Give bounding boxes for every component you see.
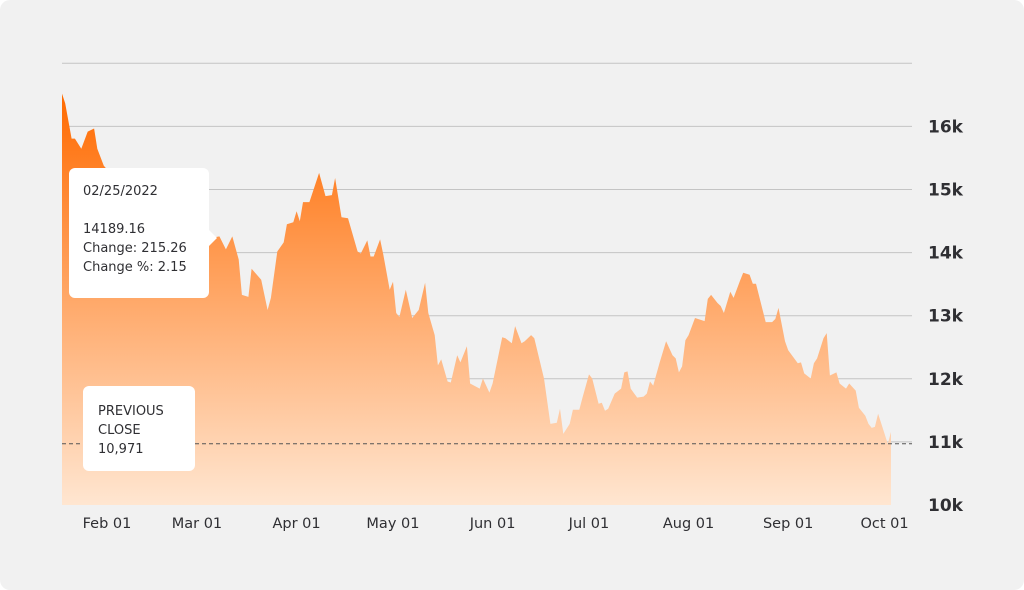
tooltip-value: 14189.16 — [83, 222, 146, 237]
x-tick-label: Mar 01 — [172, 516, 222, 532]
x-tick-label: May 01 — [366, 516, 419, 532]
tooltip-change-pct: Change %: 2.15 — [83, 260, 187, 275]
hover-tooltip: 02/25/2022 14189.16 Change: 215.26 Chang… — [69, 168, 217, 298]
x-tick-label: Jul 01 — [568, 516, 610, 532]
y-tick-label: 12k — [928, 370, 964, 390]
previous-close-title-2: CLOSE — [98, 423, 141, 438]
y-tick-label: 13k — [928, 307, 964, 327]
x-tick-label: Sep 01 — [763, 516, 813, 532]
y-tick-label: 14k — [928, 244, 964, 264]
x-tick-label: Aug 01 — [663, 516, 714, 532]
price-area — [62, 93, 891, 505]
previous-close-value: 10,971 — [98, 442, 144, 457]
x-tick-label: Jun 01 — [469, 516, 516, 532]
tooltip-date: 02/25/2022 — [83, 184, 158, 199]
y-tick-label: 11k — [928, 433, 964, 453]
previous-close-label: PREVIOUS CLOSE 10,971 — [83, 386, 195, 471]
previous-close-title-1: PREVIOUS — [98, 404, 164, 419]
x-tick-label: Feb 01 — [83, 516, 132, 532]
tooltip-change: Change: 215.26 — [83, 241, 187, 256]
y-tick-label: 10k — [928, 496, 964, 516]
x-tick-label: Apr 01 — [272, 516, 320, 532]
x-tick-label: Oct 01 — [861, 516, 909, 532]
y-tick-label: 15k — [928, 181, 964, 201]
y-tick-label: 16k — [928, 117, 964, 137]
